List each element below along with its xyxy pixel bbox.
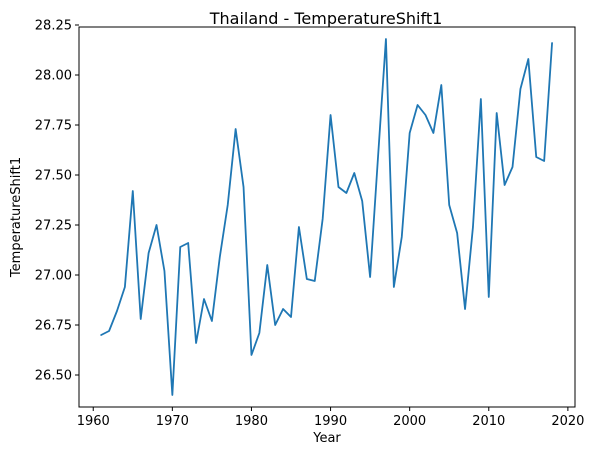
x-tick-label: 2020 xyxy=(551,414,584,429)
y-tick-label: 27.25 xyxy=(35,219,72,234)
plot-frame xyxy=(78,26,576,408)
x-tick-label: 1990 xyxy=(314,414,347,429)
x-tick-label: 2010 xyxy=(472,414,505,429)
x-tick-label: 1980 xyxy=(235,414,268,429)
y-tick-label: 26.75 xyxy=(35,319,72,334)
y-axis-title: TemperatureShift1 xyxy=(9,157,24,278)
y-tick-label: 26.50 xyxy=(35,369,72,384)
y-tick-label: 27.75 xyxy=(35,119,72,134)
series-line-0 xyxy=(100,38,553,396)
chart-title: Thailand - TemperatureShift1 xyxy=(209,9,443,28)
y-tick-label: 27.00 xyxy=(35,269,72,284)
x-tick-label: 1970 xyxy=(156,414,189,429)
x-axis-title: Year xyxy=(312,431,341,446)
y-tick-label: 28.00 xyxy=(35,69,72,84)
y-tick-label: 27.50 xyxy=(35,169,72,184)
x-tick-label: 2000 xyxy=(393,414,426,429)
x-tick-label: 1960 xyxy=(77,414,110,429)
y-tick-label: 28.25 xyxy=(35,19,72,34)
